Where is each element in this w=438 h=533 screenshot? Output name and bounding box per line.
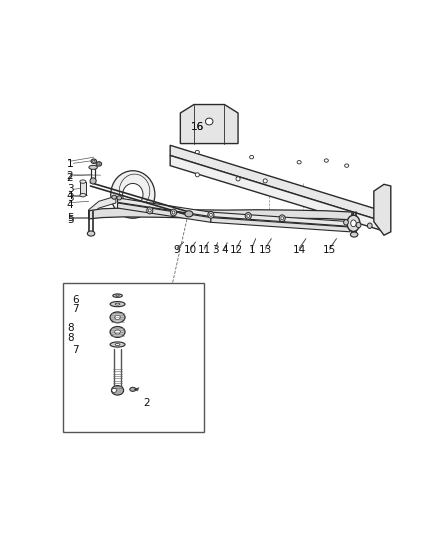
Ellipse shape bbox=[91, 159, 96, 164]
Ellipse shape bbox=[130, 387, 136, 391]
Text: 5: 5 bbox=[67, 215, 73, 225]
Ellipse shape bbox=[250, 156, 254, 159]
Ellipse shape bbox=[115, 330, 120, 334]
Bar bbox=[80, 182, 86, 195]
Text: 3: 3 bbox=[67, 193, 73, 203]
Ellipse shape bbox=[111, 171, 155, 218]
Bar bbox=[63, 282, 204, 432]
Ellipse shape bbox=[367, 223, 372, 229]
Ellipse shape bbox=[110, 302, 125, 306]
Ellipse shape bbox=[112, 195, 117, 199]
Polygon shape bbox=[211, 217, 350, 232]
Ellipse shape bbox=[98, 163, 100, 165]
Polygon shape bbox=[88, 208, 353, 220]
Ellipse shape bbox=[263, 179, 267, 183]
Text: 16: 16 bbox=[191, 122, 204, 132]
Polygon shape bbox=[117, 198, 211, 216]
Ellipse shape bbox=[87, 231, 95, 236]
Ellipse shape bbox=[209, 213, 212, 216]
Text: 4: 4 bbox=[221, 246, 228, 255]
Ellipse shape bbox=[281, 217, 283, 220]
Text: 5: 5 bbox=[67, 213, 73, 223]
Ellipse shape bbox=[113, 294, 122, 297]
Ellipse shape bbox=[117, 196, 122, 200]
Text: 1: 1 bbox=[67, 159, 73, 169]
Ellipse shape bbox=[170, 209, 177, 216]
Ellipse shape bbox=[115, 316, 120, 319]
Ellipse shape bbox=[116, 295, 119, 296]
Ellipse shape bbox=[245, 213, 251, 219]
Text: 2: 2 bbox=[143, 398, 150, 408]
Text: 9: 9 bbox=[173, 246, 180, 255]
Text: 2: 2 bbox=[67, 173, 73, 182]
Ellipse shape bbox=[110, 312, 125, 323]
Ellipse shape bbox=[90, 178, 96, 184]
Ellipse shape bbox=[92, 160, 95, 162]
Polygon shape bbox=[180, 104, 238, 143]
Text: 14: 14 bbox=[293, 246, 306, 255]
Ellipse shape bbox=[172, 211, 175, 214]
Ellipse shape bbox=[356, 222, 361, 228]
Text: 13: 13 bbox=[258, 246, 272, 255]
Polygon shape bbox=[170, 156, 384, 231]
Polygon shape bbox=[170, 146, 384, 222]
Ellipse shape bbox=[110, 327, 125, 337]
Text: 3: 3 bbox=[67, 184, 73, 195]
Ellipse shape bbox=[351, 220, 356, 227]
Ellipse shape bbox=[195, 173, 199, 177]
Text: 16: 16 bbox=[191, 122, 204, 132]
Polygon shape bbox=[88, 196, 116, 216]
Polygon shape bbox=[211, 212, 350, 227]
Ellipse shape bbox=[112, 389, 117, 392]
Ellipse shape bbox=[123, 183, 143, 206]
Ellipse shape bbox=[110, 342, 125, 347]
Ellipse shape bbox=[89, 165, 97, 169]
Text: 11: 11 bbox=[198, 246, 211, 255]
Polygon shape bbox=[374, 184, 391, 235]
Text: 4: 4 bbox=[67, 200, 73, 211]
Ellipse shape bbox=[324, 159, 328, 162]
Text: 1: 1 bbox=[248, 246, 255, 255]
Ellipse shape bbox=[205, 118, 213, 125]
Ellipse shape bbox=[297, 160, 301, 164]
Ellipse shape bbox=[185, 211, 193, 217]
Polygon shape bbox=[117, 203, 211, 222]
Ellipse shape bbox=[236, 177, 240, 181]
Text: 8: 8 bbox=[68, 322, 74, 333]
Text: 2: 2 bbox=[67, 171, 73, 181]
Ellipse shape bbox=[350, 232, 358, 237]
Ellipse shape bbox=[344, 220, 348, 225]
Text: 10: 10 bbox=[184, 246, 197, 255]
Ellipse shape bbox=[96, 161, 102, 166]
Text: 15: 15 bbox=[323, 246, 336, 255]
Text: 3: 3 bbox=[212, 246, 218, 255]
Text: 1: 1 bbox=[67, 159, 73, 169]
Ellipse shape bbox=[111, 385, 124, 395]
Ellipse shape bbox=[347, 215, 360, 231]
Ellipse shape bbox=[148, 209, 151, 212]
Text: 7: 7 bbox=[72, 304, 79, 314]
Ellipse shape bbox=[80, 193, 86, 197]
Ellipse shape bbox=[195, 150, 199, 154]
Ellipse shape bbox=[115, 303, 120, 305]
Text: 6: 6 bbox=[72, 295, 79, 305]
Ellipse shape bbox=[247, 214, 250, 217]
Text: 12: 12 bbox=[230, 246, 243, 255]
Ellipse shape bbox=[115, 344, 120, 345]
Text: 7: 7 bbox=[72, 345, 79, 355]
Text: 8: 8 bbox=[68, 333, 74, 343]
Ellipse shape bbox=[345, 164, 349, 167]
Text: 4: 4 bbox=[67, 191, 73, 201]
Ellipse shape bbox=[279, 215, 285, 222]
Ellipse shape bbox=[147, 207, 153, 214]
Ellipse shape bbox=[80, 180, 86, 183]
Ellipse shape bbox=[208, 212, 214, 218]
